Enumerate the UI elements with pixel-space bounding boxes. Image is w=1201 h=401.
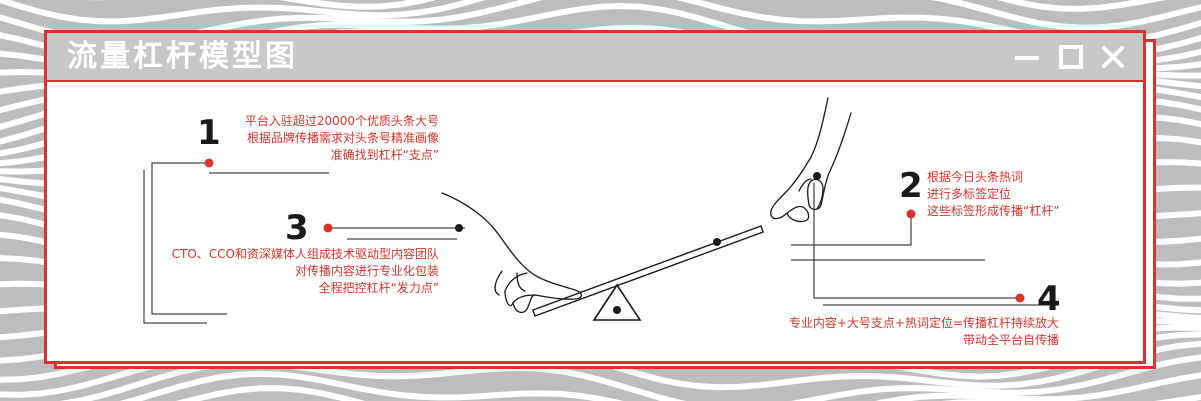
wave-line [0, 0, 1201, 31]
connector-line-2 [791, 214, 912, 246]
right-hand-drawing [770, 97, 852, 223]
minimize-icon[interactable] [1013, 43, 1041, 71]
title-bar: 流量杠杆模型图 [47, 33, 1143, 82]
annotation-2-line-1: 根据今日头条热词 [927, 170, 1024, 184]
connector-line-3 [328, 227, 465, 240]
annotation-4-line-1: 专业内容+大号支点+热词定位=传播杠杆持续放大 [788, 316, 1059, 330]
annotation-number-2: 2 [899, 166, 923, 206]
annotation-text-4: 专业内容+大号支点+热词定位=传播杠杆持续放大 带动全平台自传播 [777, 315, 1059, 349]
wave-line [79, 0, 1167, 12]
maximize-icon[interactable] [1057, 43, 1085, 71]
connector-line-1 [151, 162, 227, 315]
lever-end-dot [813, 172, 821, 180]
annotation-1-line-1: 平台入驻超过20000个优质头条大号 [244, 114, 439, 128]
annotation-3-line-1: CTO、CCO和资深媒体人组成技术驱动型内容团队 [171, 247, 439, 261]
window-title: 流量杠杆模型图 [67, 39, 298, 74]
annotation-text-2: 根据今日头条热词 进行多标签定位 这些标签形成传播“杠杆” [927, 169, 1087, 220]
annotation-2-line-2: 进行多标签定位 [927, 187, 1012, 201]
annotation-number-1: 1 [197, 113, 221, 153]
annotation-1-line-2: 根据品牌传播需求对头条号精准画像 [246, 131, 439, 145]
marker-dot-3 [323, 223, 333, 233]
connector-line-1c [143, 170, 207, 324]
annotation-2-line-3: 这些标签形成传播“杠杆” [927, 204, 1060, 218]
wave-line [59, 354, 1201, 401]
connector-line-4 [813, 183, 1020, 299]
lever [455, 172, 821, 321]
marker-dot-1 [204, 158, 214, 168]
marker-dot-4 [1015, 293, 1025, 303]
annotation-1-line-3: 准确找到杠杆“支点” [330, 148, 439, 162]
marker-dot-2 [906, 209, 916, 219]
lever-dot [713, 238, 721, 246]
fulcrum-triangle [592, 283, 642, 321]
hand-dot-3 [455, 224, 463, 232]
diagram-window: 流量杠杆模型图 [44, 30, 1146, 364]
lever-plank [532, 225, 764, 317]
close-icon[interactable] [1099, 43, 1127, 71]
annotation-text-1: 平台入驻超过20000个优质头条大号 根据品牌传播需求对头条号精准画像 准确找到… [229, 113, 439, 164]
lever-diagram [143, 97, 1047, 324]
annotation-3-line-2: 对传播内容进行专业化包装 [294, 264, 439, 278]
annotation-3-line-3: 全程把控杠杆“发力点” [318, 281, 439, 295]
annotation-4-line-2: 带动全平台自传播 [962, 333, 1059, 347]
wave-line [119, 370, 1201, 401]
annotation-number-3: 3 [285, 208, 309, 248]
fulcrum-dot [613, 306, 621, 314]
annotation-number-4: 4 [1037, 279, 1061, 319]
annotation-text-3: CTO、CCO和资深媒体人组成技术驱动型内容团队 对传播内容进行专业化包装 全程… [157, 246, 439, 297]
left-hand-drawing [441, 192, 583, 314]
